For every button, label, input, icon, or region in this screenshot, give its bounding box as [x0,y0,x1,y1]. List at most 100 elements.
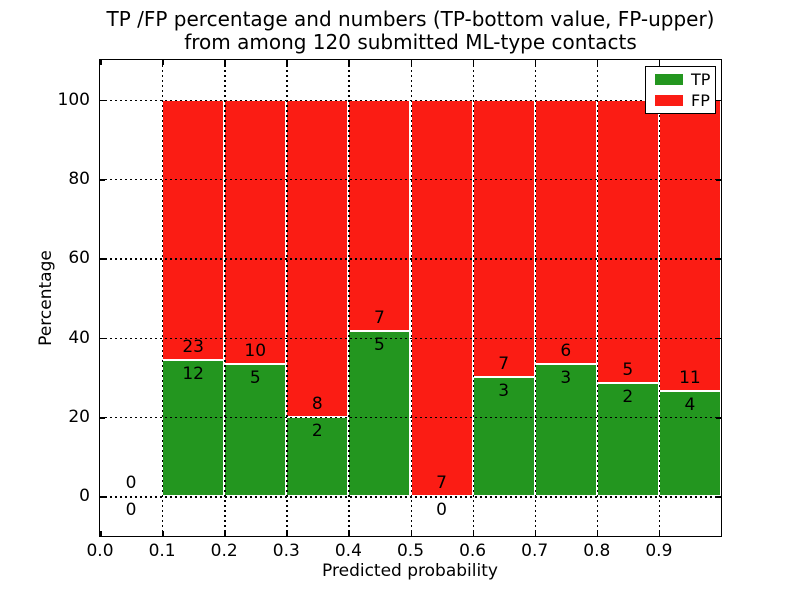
x-tick-bottom [596,531,599,536]
bar-count-fp: 7 [374,308,385,329]
x-tick-bottom [286,531,288,536]
bar-count-tp: 2 [311,421,323,441]
y-tick-left [100,337,105,340]
x-tick-bottom [534,531,537,536]
x-tick-label: 0.8 [583,541,611,561]
x-tick-top [596,60,599,65]
chart-title-line1: TP /FP percentage and numbers (TP-bottom… [106,7,715,31]
x-tick-bottom [410,531,412,536]
x-tick-label: 0.2 [210,541,238,561]
gridline-vertical [348,60,350,536]
gridline-vertical [410,60,412,536]
x-tick-top [100,60,102,65]
x-tick-bottom [162,531,164,536]
bar-count-tp: 5 [249,368,261,389]
y-tick-right [716,258,721,260]
gridline-vertical [224,60,226,536]
bar-segment-tp [224,364,287,497]
y-tick-left [100,179,105,181]
y-tick-label: 60 [68,248,90,269]
bar-segment-fp [658,99,721,391]
x-tick-label: 0.5 [396,541,425,561]
chart-title-line2: from among 120 submitted ML-type contact… [184,30,637,54]
legend-label-fp: FP [691,90,710,110]
bar-count-fp: 6 [560,341,572,362]
x-tick-label: 0.9 [645,541,673,561]
x-tick-label: 0.4 [334,541,362,561]
bar-count-fp: 0 [125,473,137,494]
bar-segment-tp [534,364,597,497]
x-tick-bottom [658,531,661,536]
x-tick-top [162,60,164,65]
x-tick-top [658,60,661,65]
bar-segment-fp [410,99,473,497]
bar-segment-fp [348,99,411,332]
legend-swatch-tp-icon [655,74,683,85]
bar-segment-tp [658,390,721,497]
x-tick-top [534,60,537,65]
x-tick-label: 0.1 [148,541,176,561]
bar-count-tp: 4 [684,394,696,415]
bar-segment-tp [286,417,349,497]
legend: TP FP [645,66,716,114]
bar-segment-fp [224,99,287,365]
bar-count-tp: 0 [125,500,137,521]
y-tick-left [100,496,105,498]
gridline-vertical [162,60,164,536]
plot-area: 0 0 23 12 10 5 8 2 7 5 7 0 7 3 6 3 5 2 11 4 [100,60,721,536]
x-tick-top [472,60,475,65]
y-tick-left [100,417,105,419]
y-tick-right [716,417,721,419]
y-tick-right [716,337,721,340]
gridline-vertical [534,60,537,536]
y-tick-label: 0 [79,486,90,507]
legend-swatch-fp-icon [655,95,683,106]
gridline-vertical [596,60,599,536]
x-tick-label: 0.0 [86,541,114,561]
y-tick-right [716,179,721,181]
bar-count-tp: 3 [498,381,510,402]
bar-count-fp: 10 [244,341,267,362]
bar-count-fp: 7 [498,354,510,375]
bar-segment-tp [348,331,411,497]
bar-count-tp: 5 [374,335,385,356]
chart-title: TP /FP percentage and numbers (TP-bottom… [100,8,721,54]
bar-segment-fp [472,99,535,378]
x-tick-bottom [100,531,102,536]
legend-label-tp: TP [691,69,711,89]
legend-entry-fp: FP [655,90,715,110]
legend-entry-tp: TP [655,69,715,89]
y-tick-right [716,496,721,498]
y-tick-right [716,99,721,102]
y-tick-label: 80 [68,169,90,189]
x-tick-top [286,60,288,65]
gridline-vertical [286,60,288,536]
x-tick-bottom [348,531,350,536]
bar-segment-fp [596,99,659,383]
bar-segment-fp [534,99,597,365]
bar-count-fp: 11 [679,367,701,388]
x-tick-bottom [224,531,226,536]
gridline-vertical [658,60,661,536]
x-tick-label: 0.7 [521,541,549,561]
x-tick-top [224,60,226,65]
bar-count-tp: 3 [560,368,572,389]
x-tick-top [348,60,350,65]
bar-count-fp: 8 [311,394,323,414]
bar-count-fp: 23 [182,337,204,358]
x-tick-label: 0.3 [272,541,300,561]
bar-count-tp: 12 [182,364,204,385]
bar-count-fp: 5 [622,360,634,380]
x-axis-label: Predicted probability [322,561,498,581]
gridline-vertical [472,60,474,536]
x-tick-label: 0.6 [459,541,487,561]
bar-count-tp: 0 [436,500,447,521]
bar-segment-fp [162,99,225,361]
y-tick-left [100,258,105,260]
y-tick-label: 40 [68,327,90,348]
y-tick-left [100,99,105,102]
bar-count-tp: 2 [622,387,634,407]
x-tick-top [410,60,412,65]
y-tick-label: 20 [68,407,90,427]
